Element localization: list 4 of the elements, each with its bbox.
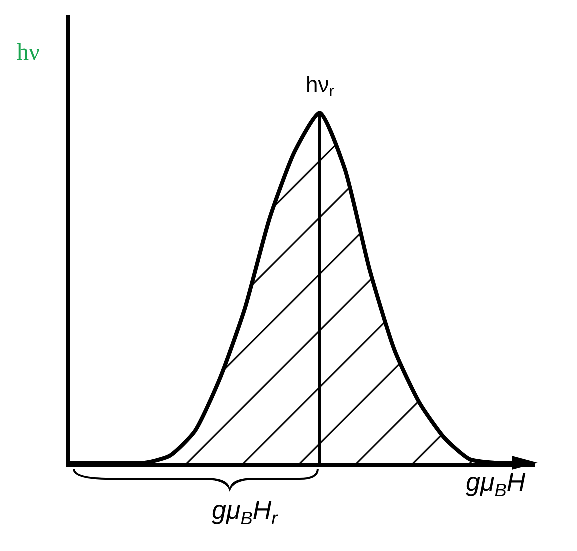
y-axis-title: hν — [17, 40, 40, 66]
text: gμ$_{B}$H$_{r}$ — [212, 495, 279, 528]
text: hν$_{r}$ — [306, 72, 334, 101]
x-axis-title: gμ$_{B}$H — [466, 467, 526, 500]
